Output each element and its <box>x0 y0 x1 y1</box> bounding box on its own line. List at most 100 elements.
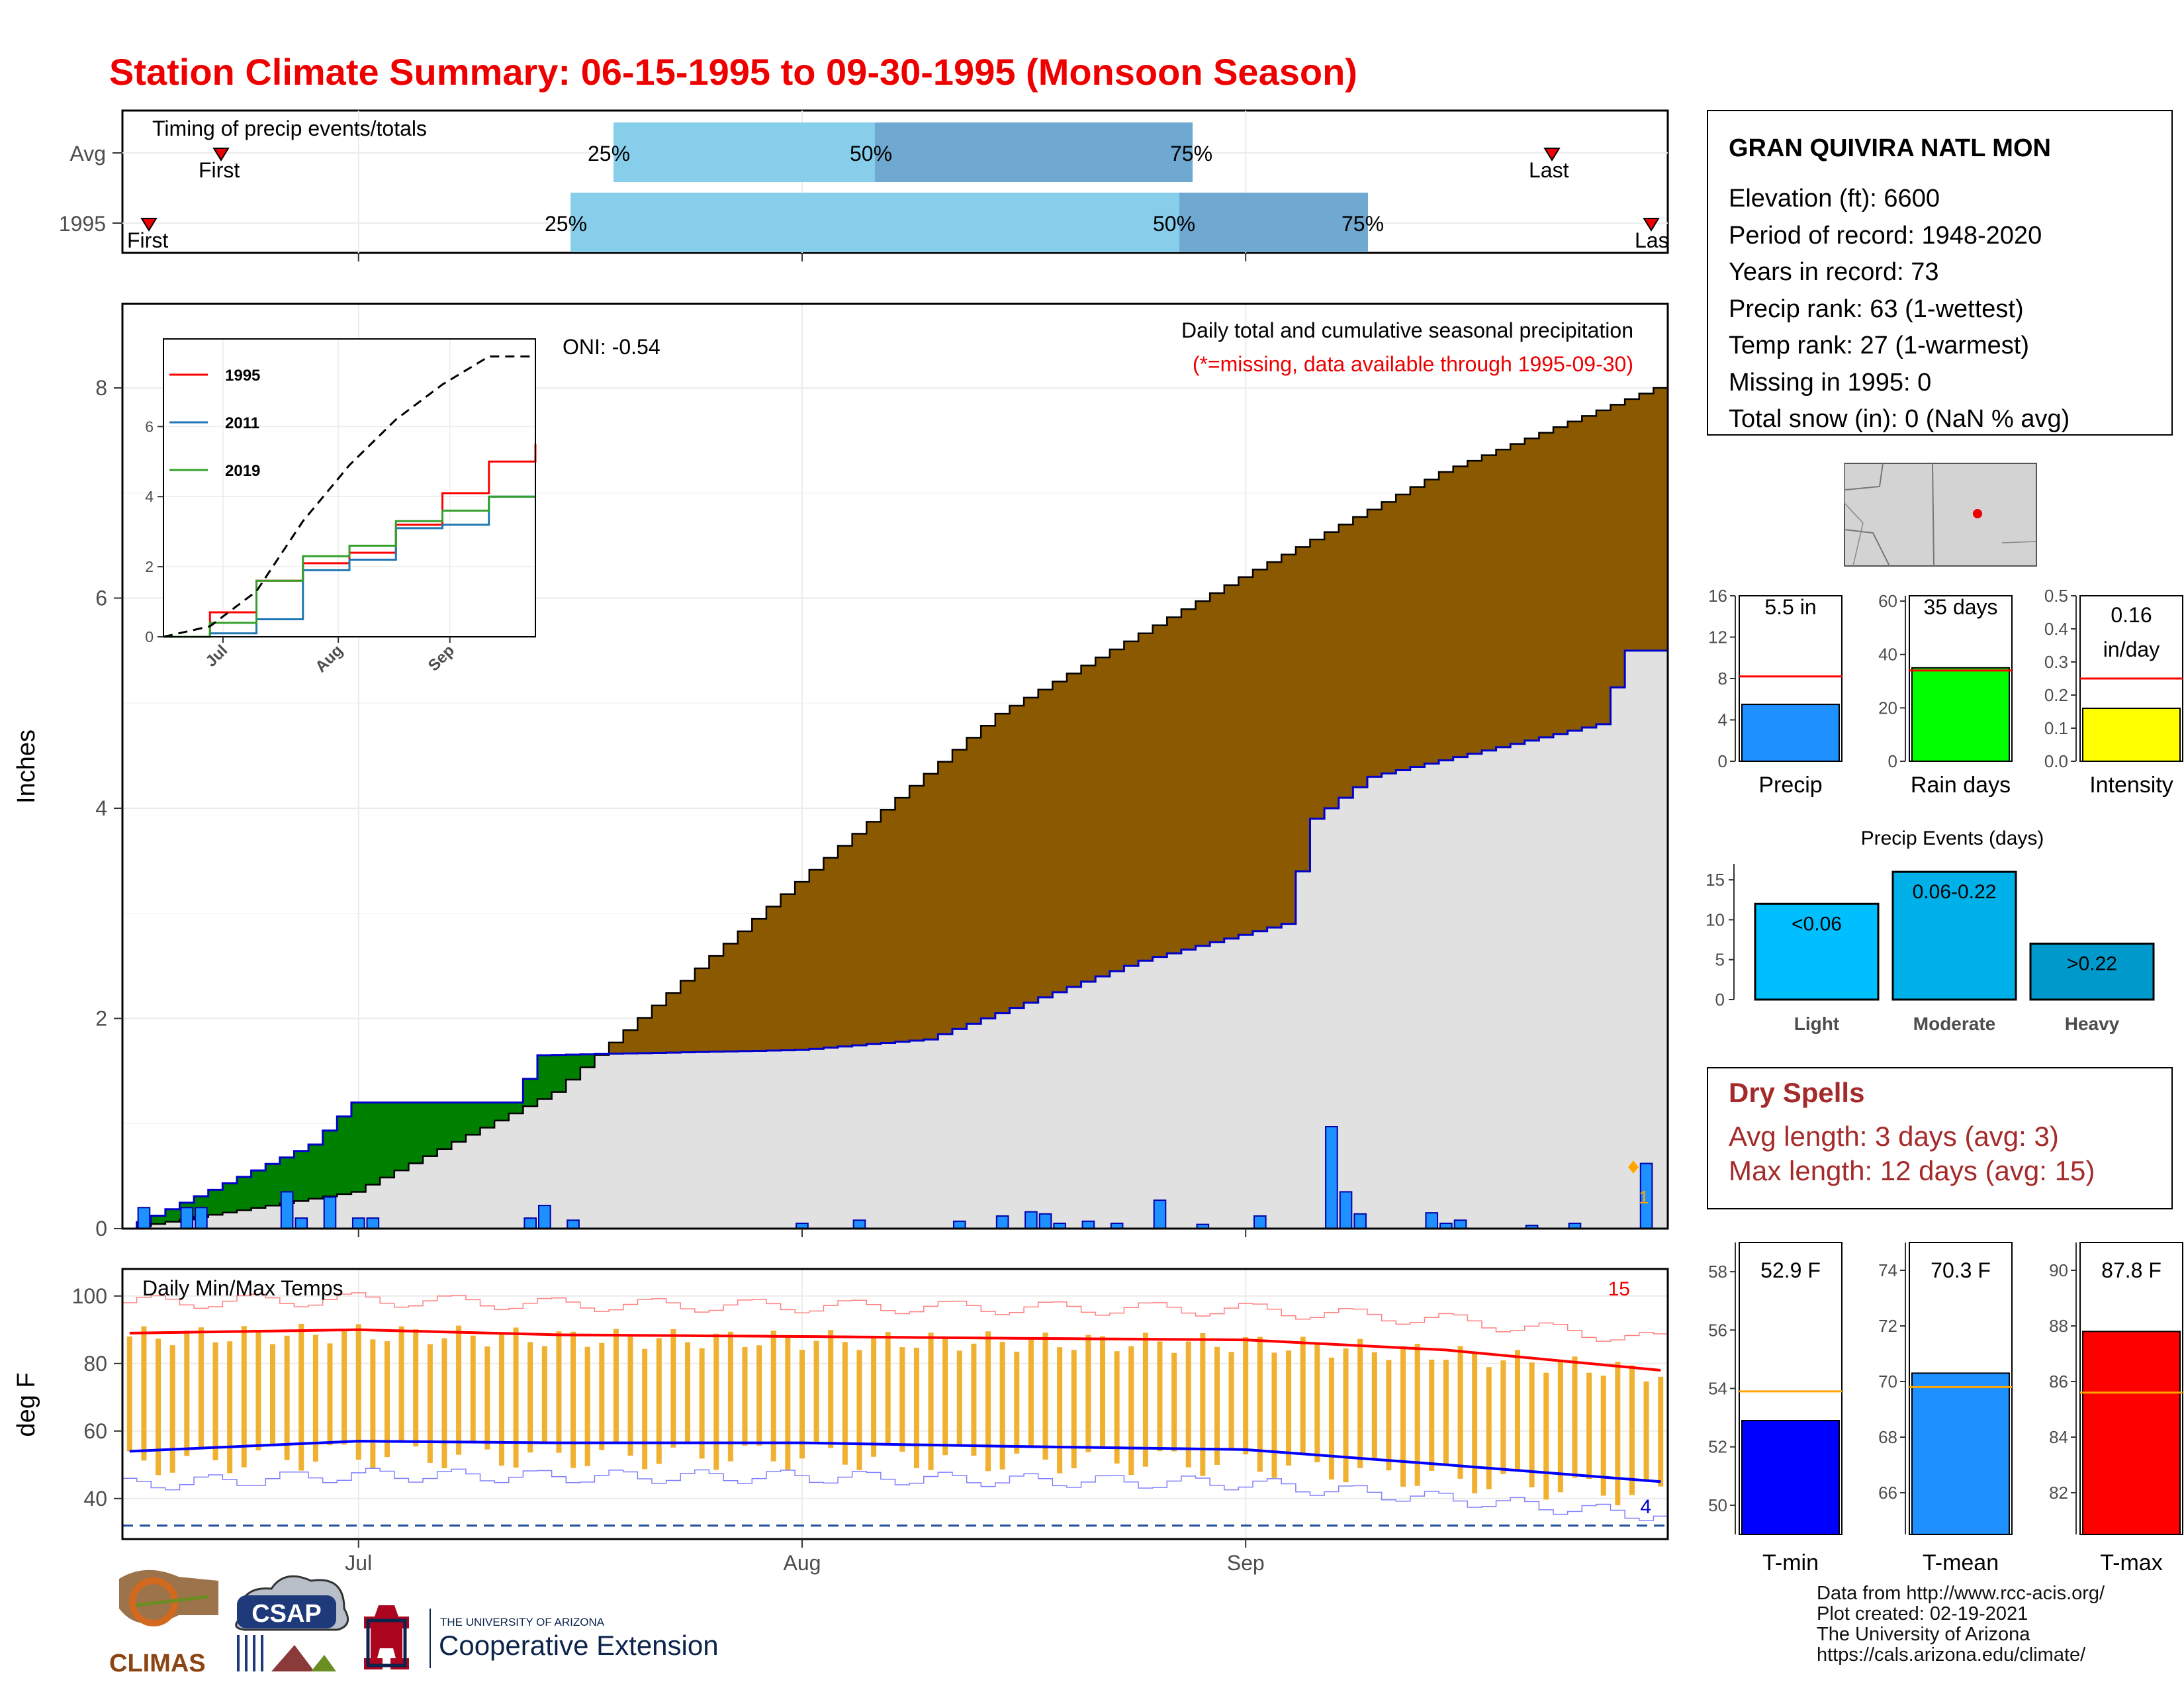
avg-75-label: 75% <box>1170 142 1212 165</box>
daily-temp-range-bar <box>427 1344 433 1463</box>
temp-y-tick: 40 <box>83 1487 107 1511</box>
temp-y-tick: 60 <box>83 1419 107 1443</box>
mini-bar-value-unit: in/day <box>2103 637 2160 661</box>
avg-tmin-line <box>129 1440 1661 1483</box>
daily-temp-range-bar <box>785 1336 791 1470</box>
precip-y-tick: 8 <box>95 376 107 400</box>
daily-temp-range-bar <box>1557 1360 1563 1493</box>
daily-precip-bar <box>280 1191 294 1229</box>
mini-bar-tick: 0.3 <box>2044 652 2068 672</box>
station-location-dot <box>1973 509 1982 518</box>
precip-legend-title: Daily total and cumulative seasonal prec… <box>1181 318 1633 342</box>
daily-temp-range-bar <box>141 1326 147 1461</box>
station-line-6: Missing in 1995: 0 <box>1729 369 1931 397</box>
mini-bar-tick: 0.2 <box>2044 685 2068 705</box>
daily-precip-bars <box>137 1126 1653 1230</box>
temp-y-axis: 40 60 80 100 <box>72 1284 122 1511</box>
precip-plot <box>122 387 1668 1230</box>
temp-summary-value: 70.3 F <box>1931 1258 1991 1282</box>
mini-bar-value <box>1911 667 2010 762</box>
daily-temp-range-bar <box>1243 1336 1249 1455</box>
climas-logo: CLIMAS <box>109 1570 218 1677</box>
station-line-1: Elevation (ft): 6600 <box>1729 185 1940 212</box>
daily-precip-bar <box>351 1217 365 1229</box>
daily-temp-range-bar <box>713 1333 719 1470</box>
yr-q2-bar <box>1179 193 1368 252</box>
dry-spells-title: Dry Spells <box>1729 1077 1864 1108</box>
temp-ylabel: deg F <box>13 1372 40 1436</box>
event-bar-heavy <box>2029 943 2155 1001</box>
record-low-line <box>122 1468 1668 1521</box>
timing-row-1995: 1995 <box>59 212 106 236</box>
daily-precip-bar <box>323 1196 337 1229</box>
station-name: GRAN QUIVIRA NATL MON <box>1729 134 2051 162</box>
mini-bar-tick: 60 <box>1878 591 1897 611</box>
temp-summary-tick: 82 <box>2049 1483 2068 1503</box>
daily-temp-range-bar <box>871 1336 877 1457</box>
yr-50-label: 50% <box>1153 212 1195 236</box>
daily-precip-bar <box>567 1219 580 1230</box>
station-line-4: Precip rank: 63 (1-wettest) <box>1729 295 2024 323</box>
mini-bar-tick: 0.1 <box>2044 718 2068 738</box>
daily-temp-range-bar <box>370 1339 376 1468</box>
yr-last-label: Las <box>1635 228 1669 252</box>
daily-temp-range-bar <box>1514 1350 1520 1472</box>
daily-temp-range-bar <box>1472 1352 1478 1493</box>
temp-summary-tick: 72 <box>1878 1316 1897 1336</box>
daily-temp-range-bar <box>1300 1336 1306 1454</box>
temp-summary-value: 87.8 F <box>2101 1258 2161 1282</box>
daily-temp-range-bar <box>1457 1346 1463 1479</box>
avg-25-label: 25% <box>588 142 630 165</box>
daily-temp-range-bar <box>355 1324 361 1460</box>
daily-temp-range-bar <box>398 1326 404 1443</box>
mini-bar-value <box>2082 708 2181 762</box>
daily-temp-range-bar <box>1286 1350 1292 1466</box>
daily-temp-range-bar <box>441 1338 447 1468</box>
daily-temp-range-bar <box>1171 1352 1177 1452</box>
avg-tmax-line <box>129 1328 1661 1372</box>
event-bar-label: 0.06-0.22 <box>1913 881 1997 903</box>
mini-bar-value <box>1741 704 1840 762</box>
csap-logo: CSAP <box>235 1575 349 1671</box>
daily-temp-range-bar <box>1600 1376 1606 1496</box>
daily-temp-range-bar <box>1157 1341 1163 1452</box>
event-category-label: Light <box>1794 1013 1839 1034</box>
temp-summary-tick: 54 <box>1708 1379 1727 1399</box>
data-credit: Data from http://www.rcc-acis.org/ Plot … <box>1817 1583 2105 1665</box>
daily-temp-range-bar <box>885 1332 891 1445</box>
temp-summary-tick: 88 <box>2049 1316 2068 1336</box>
climas-logo-text: CLIMAS <box>109 1650 206 1677</box>
daily-temp-range-bar <box>1543 1372 1549 1500</box>
temp-plot <box>122 1292 1668 1527</box>
temp-y-tick: 80 <box>83 1352 107 1376</box>
daily-temp-range-bar <box>556 1331 562 1453</box>
inset-legend-label: 2019 <box>225 462 260 480</box>
month-x-tick: Sep <box>1227 1551 1265 1575</box>
inset-y-tick: 6 <box>145 418 154 435</box>
temp-summary-tick: 84 <box>2049 1427 2068 1447</box>
temp-summary-bars: 50 52 54 56 58 52.9 F T-min 66 68 70 72 74 70.3 F T-m… <box>1708 1242 2183 1575</box>
mini-bar-tick: 4 <box>1718 710 1727 730</box>
credit-line-3: The University of Arizona <box>1817 1624 2030 1645</box>
daily-temp-range-bar <box>1529 1362 1535 1487</box>
avg-first-label: First <box>199 158 240 182</box>
daily-temp-range-bar <box>899 1347 905 1452</box>
events-y-tick: 0 <box>1715 990 1725 1009</box>
daily-precip-bar <box>852 1219 866 1230</box>
daily-temp-range-bar <box>1400 1346 1406 1487</box>
daily-precip-bar <box>1081 1220 1095 1229</box>
cold-days-count: 4 <box>1640 1496 1651 1518</box>
inset-legend: 1995 2011 2019 <box>169 367 260 480</box>
daily-temp-range-bar <box>513 1327 519 1468</box>
yr-first-label: First <box>127 228 168 252</box>
temp-summary-tick: 50 <box>1708 1495 1727 1515</box>
temp-summary-tick: 70 <box>1878 1372 1897 1391</box>
mini-bar-tick: 20 <box>1878 698 1897 718</box>
season-total-bars: 0 4 8 12 16 5.5 in Precip 0 20 40 60 35 days Rain da… <box>1708 586 2183 798</box>
daily-temp-range-bar <box>1343 1348 1349 1483</box>
temp-summary-label: T-min <box>1762 1550 1819 1575</box>
events-title: Precip Events (days) <box>1861 827 2044 849</box>
daily-temp-range-bar <box>570 1331 576 1468</box>
